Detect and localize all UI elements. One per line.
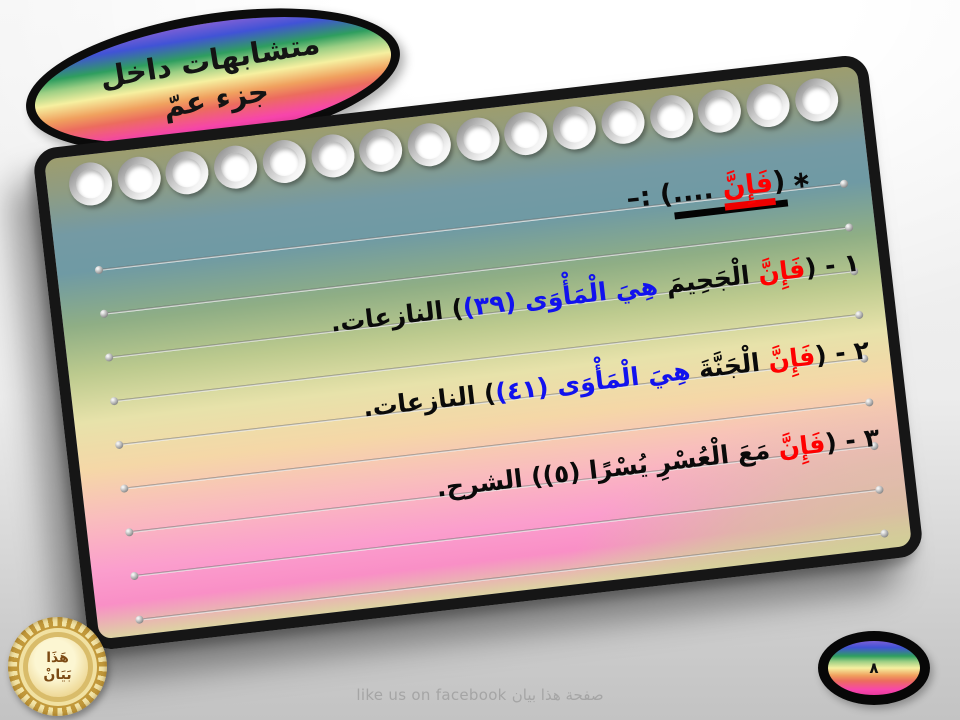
binding-hole-inner <box>171 156 204 189</box>
binding-hole <box>211 142 260 191</box>
binding-hole <box>453 114 502 163</box>
page-number-bubble: ٨ <box>818 631 930 705</box>
verse-blue-text: هِيَ الْمَأْوَى (٤١) <box>493 355 692 408</box>
binding-hole-inner <box>316 139 349 172</box>
header-row: ∗(فَإِنَّ ....) :– <box>624 159 813 220</box>
surah-name: النازعات. <box>361 380 478 423</box>
binding-hole-inner <box>703 94 736 127</box>
binding-hole <box>502 109 550 157</box>
binding-hole <box>744 81 792 129</box>
binding-hole <box>357 125 405 174</box>
binding-hole-inner <box>655 100 688 133</box>
binding-hole-inner <box>122 161 155 194</box>
binding-hole-inner <box>268 144 301 178</box>
line-number: ٣ - <box>834 422 882 457</box>
quran-line-2: ٢ - (فَإِنَّ الْجَنَّةَ هِيَ الْمَأْوَى … <box>361 330 872 428</box>
keyword-fainna: فَإِنَّ <box>756 253 807 289</box>
surah-name: النازعات. <box>328 295 445 338</box>
binding-hole <box>792 75 841 124</box>
ruled-line <box>138 489 876 577</box>
binding-hole-inner <box>751 88 785 122</box>
binding-hole <box>695 86 744 135</box>
header-underlined-group: (فَإِنَّ .... <box>670 165 789 220</box>
notebook-page: ∗(فَإِنَّ ....) :– ١ - (فَإِنَّ الْجَحِي… <box>31 53 925 652</box>
keyword-fainna: فَإِنَّ <box>720 167 776 211</box>
quran-line-3: ٣ - (فَإِنَّ مَعَ الْعُسْرِ يُسْرًا (٥))… <box>434 418 881 509</box>
hatha-bayan-seal: هَذَا بَيَانْ <box>8 617 107 716</box>
binding-hole-inner <box>461 122 494 155</box>
binding-hole <box>405 120 454 169</box>
seal-center: هَذَا بَيَانْ <box>27 636 88 697</box>
binding-hole-inner <box>219 150 252 183</box>
verse-blue-text: هِيَ الْمَأْوَى (٣٩) <box>461 271 660 323</box>
binding-hole <box>599 97 647 146</box>
seal-text-line-2: بَيَانْ <box>43 666 72 683</box>
ruled-line <box>143 532 881 621</box>
seal-text-line-1: هَذَا <box>46 650 69 667</box>
binding-hole <box>163 148 212 197</box>
keyword-fainna: فَإِنَّ <box>766 341 817 376</box>
binding-hole <box>260 137 308 185</box>
header-close: ) :– <box>624 178 675 215</box>
page-number: ٨ <box>869 659 879 677</box>
binding-hole-inner <box>800 83 833 116</box>
header-dots: .... <box>670 172 725 210</box>
binding-hole <box>647 92 696 141</box>
binding-hole-inner <box>413 128 446 161</box>
verse-middle-text: الْجَنَّةَ <box>688 346 770 385</box>
binding-hole-inner <box>558 111 591 144</box>
footer-caption: like us on facebook صفحة هذا بيان <box>356 686 604 704</box>
binding-hole-inner <box>364 133 397 166</box>
line-number: ٢ - <box>824 335 871 369</box>
asterisk-icon: ∗ <box>789 164 813 195</box>
opening-paren: ( <box>771 165 788 198</box>
keyword-fainna: فَإِنَّ <box>776 428 827 464</box>
binding-hole <box>115 153 163 202</box>
binding-hole <box>308 131 357 180</box>
surah-name: الشرح. <box>434 463 525 503</box>
verse-middle-text: الْجَحِيمَ <box>655 259 760 300</box>
binding-hole <box>550 103 599 152</box>
verse-middle-text: مَعَ الْعُسْرِ يُسْرًا (٥) <box>540 434 781 491</box>
binding-hole-inner <box>606 105 639 138</box>
binding-hole-inner <box>74 167 107 200</box>
binding-hole <box>66 159 115 208</box>
binding-hole-inner <box>509 116 543 150</box>
line-number: ١ - <box>814 247 861 282</box>
